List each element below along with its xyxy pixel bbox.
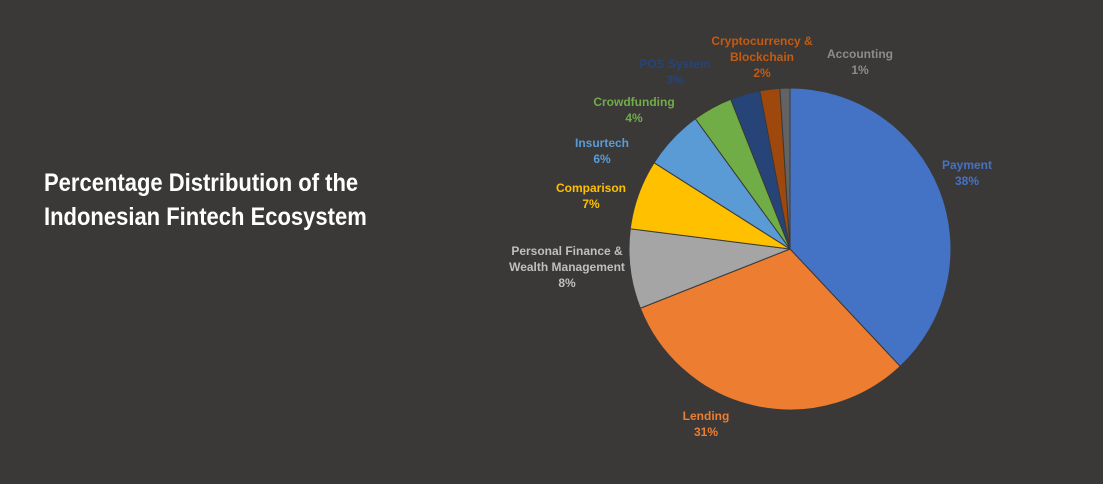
slice-label: Personal Finance & Wealth Management 8%	[502, 243, 632, 291]
category-label: Cryptocurrency & Blockchain	[711, 34, 813, 64]
value-label: 6%	[593, 152, 611, 166]
value-label: 4%	[625, 111, 643, 125]
value-label: 1%	[851, 63, 869, 77]
value-label: 38%	[954, 174, 980, 188]
value-label: 8%	[558, 276, 576, 290]
slice-label: Lending 31%	[666, 408, 746, 440]
chart-title: Percentage Distribution of the Indonesia…	[44, 169, 367, 231]
category-label: Insurtech	[574, 136, 629, 150]
pie-slice	[639, 248, 901, 411]
slice-label: Cryptocurrency & Blockchain 2%	[697, 33, 827, 81]
category-label: Payment	[941, 158, 993, 172]
pie-slice	[789, 87, 952, 368]
category-label: Lending	[682, 409, 730, 423]
category-label: Comparison	[555, 181, 626, 195]
slice-label: Accounting 1%	[815, 46, 905, 78]
category-label: POS System	[639, 57, 711, 71]
value-label: 7%	[582, 197, 600, 211]
slice-label: Comparison 7%	[546, 180, 636, 212]
category-label: Accounting	[827, 47, 893, 61]
slice-label: Crowdfunding 4%	[589, 94, 679, 126]
category-label: Crowdfunding	[593, 95, 675, 109]
slice-label: POS System 3%	[635, 56, 715, 88]
value-label: 2%	[753, 66, 771, 80]
slice-label: Payment 38%	[927, 157, 1007, 189]
value-label: 3%	[666, 73, 684, 87]
value-label: 31%	[693, 425, 719, 439]
slice-label: Insurtech 6%	[562, 135, 642, 167]
pie-slice	[779, 87, 791, 250]
category-label: Personal Finance & Wealth Management	[509, 244, 625, 274]
